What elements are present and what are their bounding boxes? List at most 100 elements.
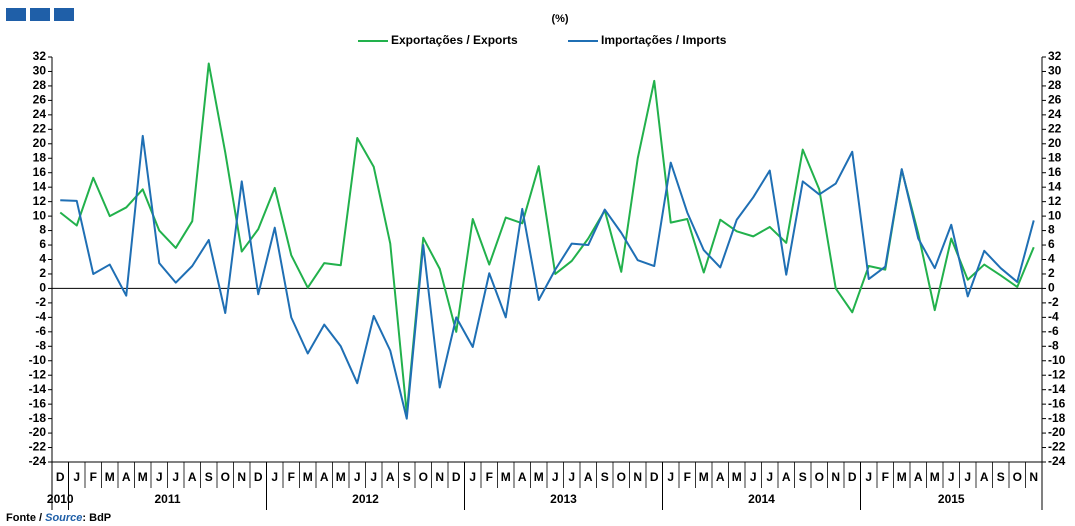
x-tick-label: M [303, 470, 313, 484]
x-tick-label: D [650, 470, 659, 484]
x-tick-label: F [90, 470, 97, 484]
series-line [59, 62, 1035, 415]
y-tick-label: -24 [29, 454, 47, 468]
x-tick-label: D [452, 470, 461, 484]
y-tick-label: 12 [33, 194, 47, 208]
x-tick-label: J [964, 470, 971, 484]
x-tick-label: S [403, 470, 411, 484]
x-tick-label: J [354, 470, 361, 484]
y-tick-label: -16 [29, 396, 47, 410]
x-tick-label: J [750, 470, 757, 484]
x-tick-label: S [799, 470, 807, 484]
x-tick-label: A [386, 470, 395, 484]
x-tick-label: O [815, 470, 824, 484]
y-tick-label: 2 [39, 266, 46, 280]
y2-tick-label: -18 [1048, 411, 1066, 425]
x-tick-label: S [205, 470, 213, 484]
y-tick-label: 14 [33, 179, 47, 193]
y-tick-label: 24 [33, 107, 47, 121]
x-tick-label: J [73, 470, 80, 484]
y-tick-label: 8 [39, 223, 46, 237]
y2-tick-label: 10 [1048, 208, 1062, 222]
x-tick-label: N [633, 470, 642, 484]
source-suffix: : BdP [82, 512, 111, 524]
x-tick-label: M [534, 470, 544, 484]
legend-label: Exportações / Exports [391, 33, 518, 47]
source-italic: Source [45, 512, 82, 524]
y2-tick-label: 20 [1048, 136, 1062, 150]
y-tick-label: 28 [33, 78, 47, 92]
y2-tick-label: -14 [1048, 382, 1066, 396]
x-tick-label: N [1029, 470, 1038, 484]
x-tick-label: J [552, 470, 559, 484]
x-tick-label: J [156, 470, 163, 484]
y2-tick-label: -12 [1048, 367, 1066, 381]
y2-tick-label: 32 [1048, 49, 1062, 63]
y2-tick-label: 30 [1048, 64, 1062, 78]
x-tick-label: N [435, 470, 444, 484]
x-tick-label: S [601, 470, 609, 484]
x-tick-label: F [882, 470, 889, 484]
y2-tick-label: 22 [1048, 121, 1062, 135]
y2-tick-label: -8 [1048, 338, 1059, 352]
logo-block [30, 8, 50, 21]
x-tick-label: J [667, 470, 674, 484]
x-tick-label: A [914, 470, 923, 484]
y2-tick-label: 4 [1048, 252, 1055, 266]
y-tick-label: 26 [33, 93, 47, 107]
y-tick-label: -12 [29, 367, 47, 381]
y-tick-label: -6 [35, 324, 46, 338]
y2-tick-label: 26 [1048, 93, 1062, 107]
x-tick-label: A [980, 470, 989, 484]
x-tick-label: J [865, 470, 872, 484]
x-tick-label: O [1013, 470, 1022, 484]
x-tick-label: M [105, 470, 115, 484]
x-tick-label: D [254, 470, 263, 484]
y-tick-label: -20 [29, 425, 47, 439]
y2-tick-label: -2 [1048, 295, 1059, 309]
y2-tick-label: 14 [1048, 179, 1062, 193]
year-label: 2014 [748, 492, 775, 506]
y2-tick-label: 18 [1048, 150, 1062, 164]
x-tick-label: J [948, 470, 955, 484]
y-tick-label: -10 [29, 353, 47, 367]
source-prefix: Fonte / [6, 512, 45, 524]
x-tick-label: A [188, 470, 197, 484]
y-tick-label: 20 [33, 136, 47, 150]
y2-tick-label: 12 [1048, 194, 1062, 208]
x-tick-label: D [56, 470, 65, 484]
x-tick-label: J [271, 470, 278, 484]
x-tick-label: N [831, 470, 840, 484]
year-label: 2010 [47, 492, 74, 506]
x-tick-label: O [221, 470, 230, 484]
y2-tick-label: 6 [1048, 237, 1055, 251]
x-tick-label: S [997, 470, 1005, 484]
x-tick-label: A [320, 470, 329, 484]
x-tick-label: M [897, 470, 907, 484]
x-tick-label: J [172, 470, 179, 484]
y-tick-label: -22 [29, 440, 47, 454]
y-tick-label: 6 [39, 237, 46, 251]
x-tick-label: O [419, 470, 428, 484]
y-tick-label: -4 [35, 310, 46, 324]
x-tick-label: A [782, 470, 791, 484]
x-tick-label: F [288, 470, 295, 484]
y2-tick-label: -6 [1048, 324, 1059, 338]
y2-tick-label: -4 [1048, 310, 1059, 324]
y-tick-label: -8 [35, 338, 46, 352]
y2-tick-label: -10 [1048, 353, 1066, 367]
x-tick-label: O [617, 470, 626, 484]
chart-subtitle: (%) [551, 13, 568, 25]
y-tick-label: 18 [33, 150, 47, 164]
y2-tick-label: 24 [1048, 107, 1062, 121]
x-tick-label: M [336, 470, 346, 484]
y-tick-label: 16 [33, 165, 47, 179]
x-tick-label: F [486, 470, 493, 484]
x-tick-label: J [766, 470, 773, 484]
x-tick-label: M [732, 470, 742, 484]
x-tick-label: M [501, 470, 511, 484]
y2-tick-label: 16 [1048, 165, 1062, 179]
x-tick-label: M [138, 470, 148, 484]
x-tick-label: F [684, 470, 691, 484]
